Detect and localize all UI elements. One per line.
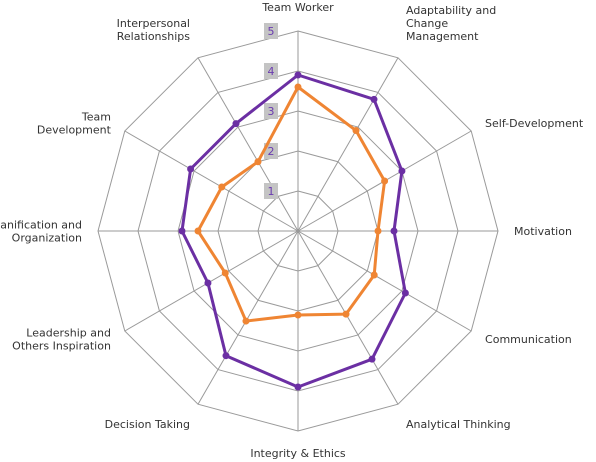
data-point — [374, 227, 382, 235]
grid-spoke — [297, 230, 472, 332]
r-tick-label: 3 — [264, 103, 278, 119]
grid-spoke — [124, 230, 299, 332]
axis-label: Self-Development — [485, 117, 584, 130]
series-line — [196, 85, 387, 323]
axis-label: Integrity & Ethics — [250, 447, 346, 460]
data-point — [294, 83, 302, 91]
grid-spoke — [297, 230, 399, 405]
data-point — [221, 269, 229, 277]
svg-text:2: 2 — [268, 145, 275, 158]
data-point — [178, 227, 186, 235]
svg-text:4: 4 — [268, 65, 275, 78]
svg-text:5: 5 — [268, 25, 275, 38]
data-point — [254, 158, 262, 166]
data-point — [222, 352, 230, 360]
axis-label: Leadership and Others Inspiration — [12, 327, 111, 353]
r-tick-label: 4 — [264, 63, 278, 79]
data-point — [370, 95, 378, 103]
series-2 — [194, 83, 389, 325]
grid-spoke — [197, 230, 299, 405]
svg-text:3: 3 — [268, 105, 275, 118]
r-tick-label: 1 — [264, 183, 278, 199]
grid-spoke — [124, 130, 299, 232]
data-point — [390, 227, 398, 235]
radial-tick-labels: 1 2 3 4 5 — [264, 23, 278, 199]
r-tick-label: 5 — [264, 23, 278, 39]
axis-labels: Team Worker Adaptability and Change Managem… — [0, 1, 584, 460]
radar-grid — [97, 30, 499, 432]
data-point — [370, 271, 378, 279]
data-point — [187, 165, 195, 173]
axis-label: Decision Taking — [105, 418, 190, 431]
data-point — [194, 227, 202, 235]
axis-label: Team Worker — [261, 1, 334, 14]
data-point — [368, 355, 376, 363]
axis-label: Team Development — [37, 111, 112, 137]
data-point — [204, 279, 212, 287]
svg-text:1: 1 — [268, 185, 275, 198]
grid-spoke — [197, 57, 299, 232]
data-point — [294, 311, 302, 319]
data-point — [398, 167, 406, 175]
data-point — [242, 317, 250, 325]
data-point — [352, 127, 360, 135]
axis-label: Communication — [485, 333, 572, 346]
data-point — [381, 177, 389, 185]
data-point — [218, 183, 226, 191]
data-point — [294, 71, 302, 79]
data-point — [401, 289, 409, 297]
grid-spoke — [297, 57, 399, 232]
data-point — [342, 310, 350, 318]
data-point — [294, 383, 302, 391]
axis-label: Interpersonal Relationships — [117, 17, 191, 43]
axis-label: Analytical Thinking — [406, 418, 511, 431]
data-point — [232, 120, 240, 128]
axis-label: Motivation — [514, 225, 572, 238]
series-1 — [178, 71, 409, 391]
data-series — [178, 71, 409, 391]
axis-label: Adaptability and Change Management — [406, 4, 496, 43]
